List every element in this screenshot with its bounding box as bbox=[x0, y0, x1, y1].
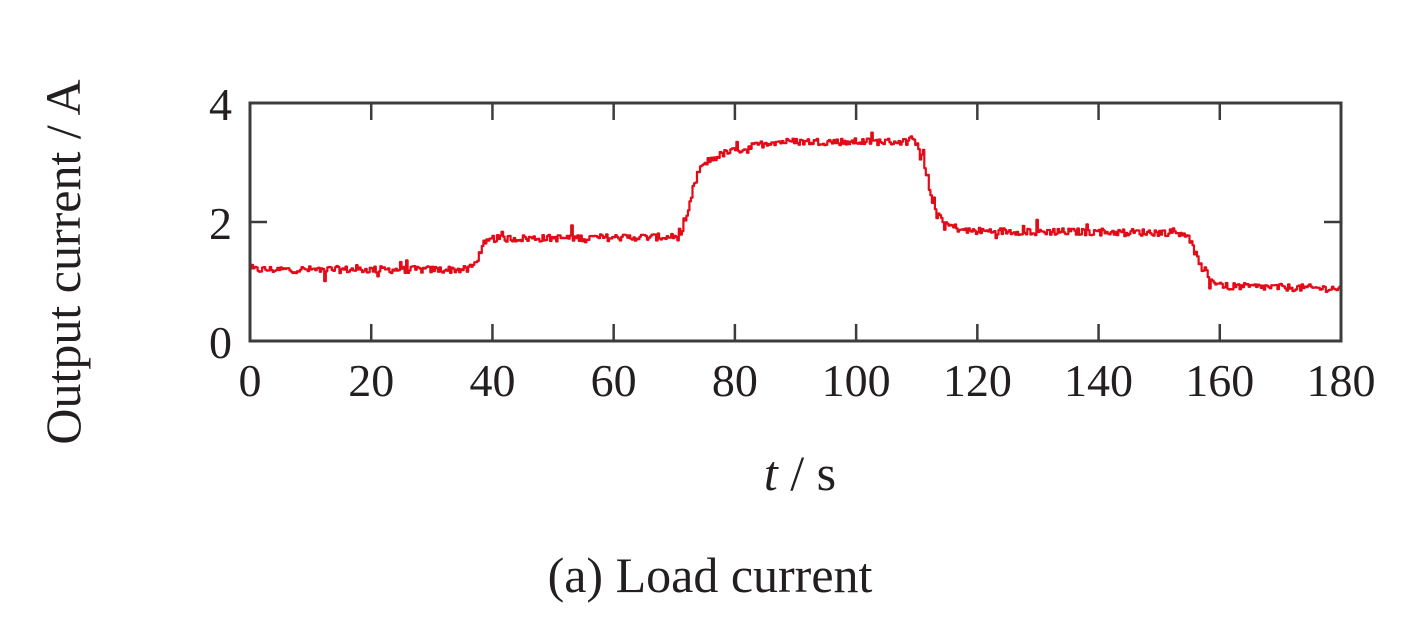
x-tick-label: 180 bbox=[1307, 355, 1376, 406]
x-tick-label: 120 bbox=[943, 355, 1012, 406]
x-tick-label: 140 bbox=[1064, 355, 1133, 406]
series-line bbox=[250, 131, 1343, 293]
y-axis: 0 2 4 bbox=[209, 79, 1341, 368]
y-tick-label: 2 bbox=[209, 198, 232, 249]
x-tick-label: 60 bbox=[591, 355, 637, 406]
x-axis-unit: / s bbox=[778, 445, 836, 501]
y-tick-label: 0 bbox=[209, 317, 232, 368]
x-tick-label: 80 bbox=[712, 355, 758, 406]
plot-area bbox=[248, 101, 1343, 343]
x-tick-label: 100 bbox=[822, 355, 891, 406]
y-tick-label: 4 bbox=[209, 79, 232, 130]
x-tick-label: 0 bbox=[239, 355, 262, 406]
x-tick-label: 20 bbox=[348, 355, 394, 406]
x-axis-variable: t bbox=[764, 445, 779, 501]
x-axis: 0 20 40 60 80 100 120 140 160 180 bbox=[239, 103, 1376, 406]
x-axis-label: t / s bbox=[764, 445, 836, 501]
x-tick-label: 160 bbox=[1185, 355, 1254, 406]
chart-caption: (a) Load current bbox=[548, 547, 873, 603]
y-axis-label: Output current / A bbox=[35, 79, 91, 444]
x-tick-label: 40 bbox=[469, 355, 515, 406]
